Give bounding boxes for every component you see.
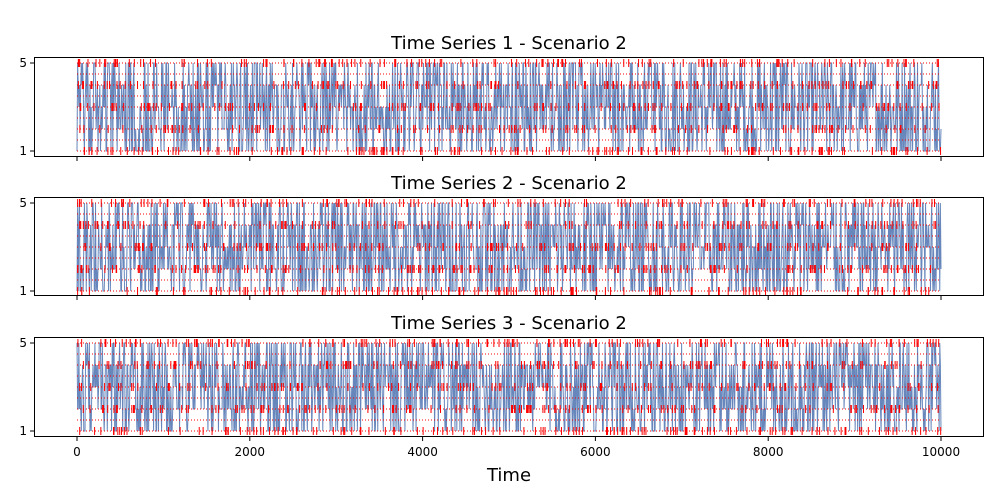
panel-2: Time Series 2 - Scenario 2 1 5 <box>19 173 984 300</box>
x-tick-label: 2000 <box>235 445 266 459</box>
series-level-markers <box>77 342 941 432</box>
series-level-markers <box>77 202 941 292</box>
x-tick-label: 0 <box>73 445 81 459</box>
y-tick-label: 5 <box>19 56 27 70</box>
x-tick-label: 6000 <box>580 445 611 459</box>
panel-3-frame <box>34 337 984 437</box>
x-axis-label: Time <box>486 465 531 486</box>
panel-1-series <box>76 59 942 155</box>
y-tick-label: 1 <box>19 424 27 438</box>
panel-2-title: Time Series 2 - Scenario 2 <box>390 173 627 194</box>
y-tick-label: 1 <box>19 284 27 298</box>
y-tick-label: 5 <box>19 196 27 210</box>
y-tick-label: 5 <box>19 336 27 350</box>
x-tick-label: 8000 <box>753 445 784 459</box>
x-tick-label: 10000 <box>922 445 960 459</box>
panel-3: Time Series 3 - Scenario 2 1 5 0 2000 4000 600… <box>19 313 984 459</box>
panel-3-series <box>76 339 942 435</box>
y-tick-label: 1 <box>19 144 27 158</box>
panel-1: Time Series 1 - Scenario 2 1 5 <box>19 33 984 161</box>
x-tick-label: 4000 <box>407 445 438 459</box>
panel-3-title: Time Series 3 - Scenario 2 <box>390 313 627 334</box>
panel-2-series <box>76 199 942 295</box>
series-level-markers <box>77 62 941 152</box>
panel-2-frame <box>34 197 984 296</box>
panel-1-frame <box>34 57 984 157</box>
panel-1-title: Time Series 1 - Scenario 2 <box>390 33 627 54</box>
